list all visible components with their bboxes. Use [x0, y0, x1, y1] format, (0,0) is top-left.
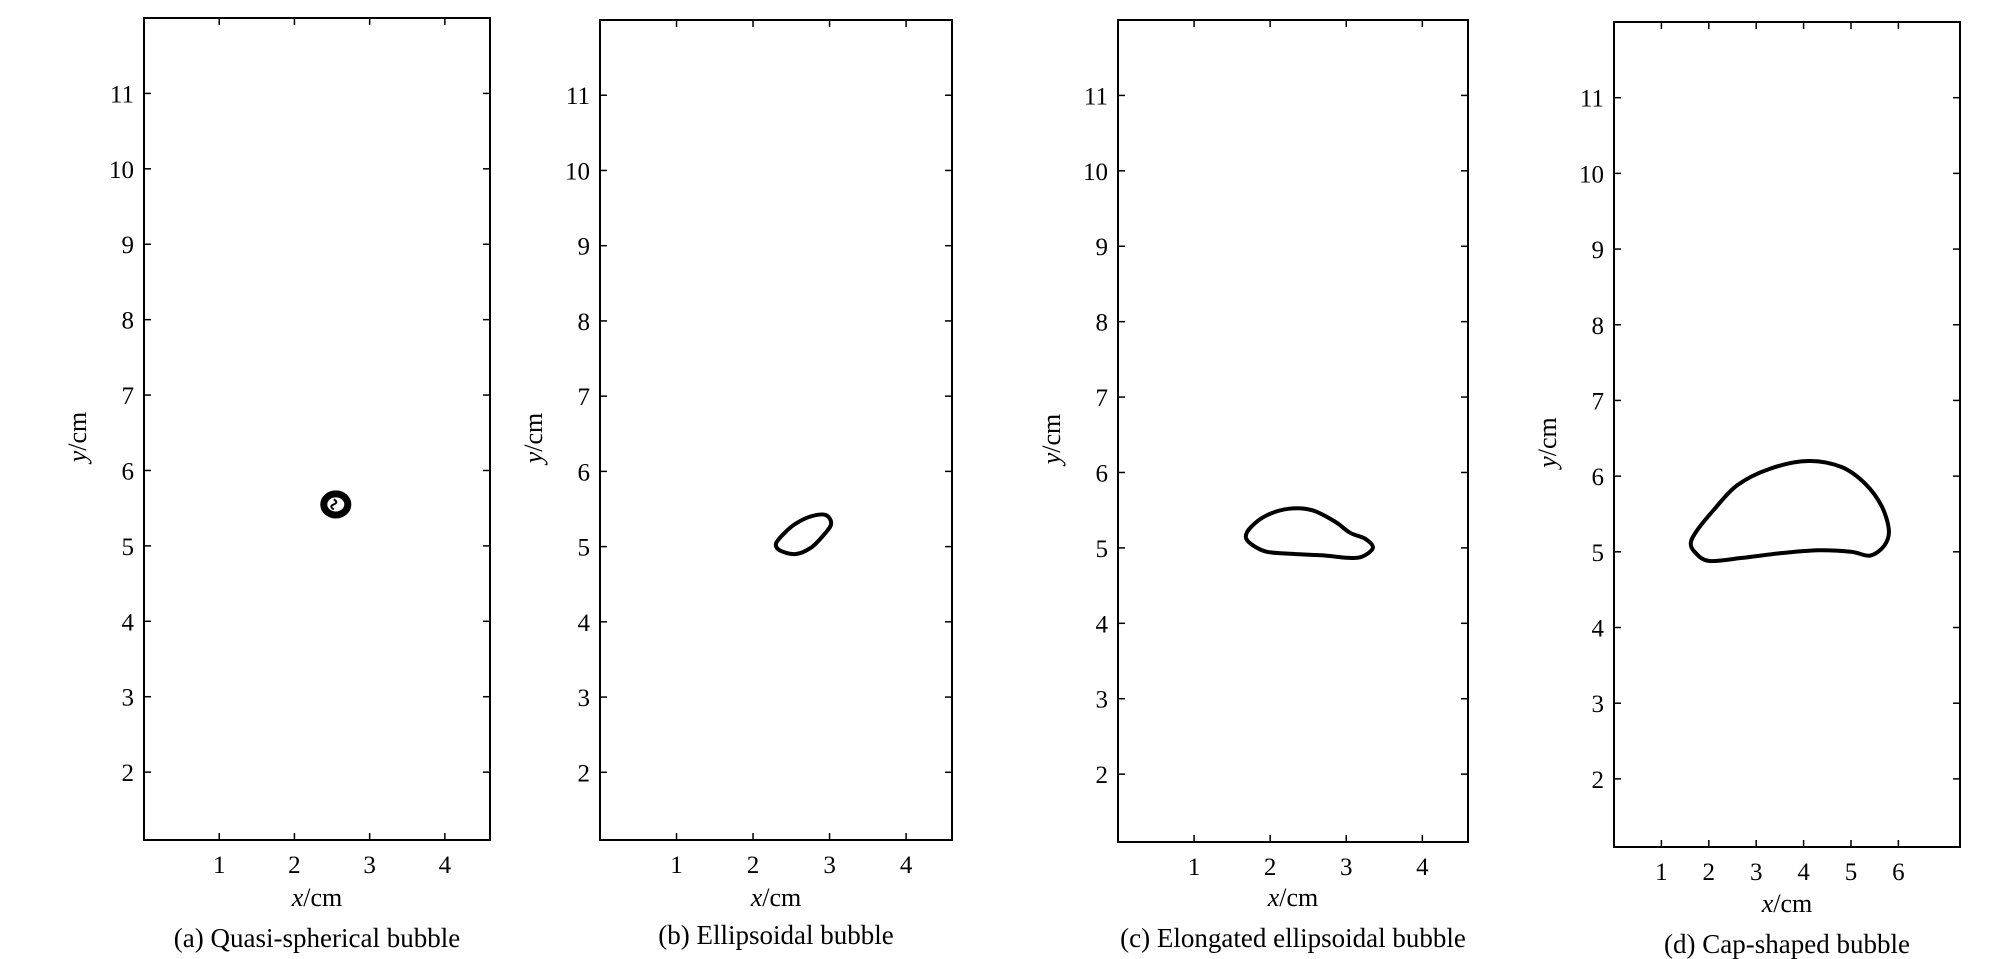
x-tick-label: 6: [1892, 859, 1905, 886]
y-tick-label: 3: [1096, 687, 1109, 714]
y-tick-label: 8: [1592, 313, 1605, 340]
y-axis-label: y/cm: [1037, 414, 1066, 468]
x-tick-label: 3: [823, 852, 836, 879]
x-tick-label: 1: [1188, 854, 1201, 881]
y-tick-label: 6: [1592, 464, 1605, 491]
panel-caption: (c) Elongated ellipsoidal bubble: [1120, 923, 1466, 953]
panel-caption: (b) Ellipsoidal bubble: [658, 920, 893, 950]
y-tick-label: 8: [1096, 310, 1109, 337]
x-tick-label: 1: [213, 852, 226, 879]
x-tick-label: 2: [1264, 854, 1277, 881]
y-tick-label: 6: [1096, 460, 1109, 487]
y-tick-label: 9: [1592, 237, 1605, 264]
y-tick-label: 3: [578, 685, 591, 712]
bubble-outline: [320, 490, 352, 519]
bubble-outline: [1243, 506, 1375, 561]
y-tick-label: 3: [122, 685, 135, 712]
y-tick-label: 10: [565, 158, 590, 185]
y-tick-label: 4: [1096, 611, 1109, 638]
x-tick-label: 2: [1703, 859, 1716, 886]
y-axis-label: y/cm: [63, 412, 92, 466]
bubble-outline: [773, 512, 834, 557]
plot-frame: [599, 19, 953, 841]
panel-caption: (a) Quasi-spherical bubble: [174, 923, 460, 953]
plot-frame: [143, 17, 491, 841]
y-tick-label: 6: [578, 459, 591, 486]
y-tick-label: 9: [1096, 234, 1109, 261]
x-tick-label: 3: [1340, 854, 1353, 881]
panel-caption: (d) Cap-shaped bubble: [1664, 929, 1910, 959]
y-tick-label: 5: [1096, 536, 1109, 563]
y-tick-label: 4: [1592, 616, 1605, 643]
bubble-outline: [1688, 458, 1891, 564]
x-tick-label: 2: [747, 852, 760, 879]
y-tick-label: 8: [578, 309, 591, 336]
x-axis-label: x/cm: [1267, 883, 1319, 912]
y-tick-label: 7: [578, 384, 591, 411]
y-tick-label: 11: [1084, 83, 1108, 110]
bubble-highlight: [330, 498, 338, 511]
y-tick-label: 10: [109, 157, 134, 184]
x-tick-label: 4: [1797, 859, 1810, 886]
y-axis-label: y/cm: [519, 413, 548, 467]
y-tick-label: 2: [1592, 767, 1605, 794]
x-tick-label: 4: [900, 852, 913, 879]
y-tick-label: 7: [122, 383, 135, 410]
x-tick-label: 1: [670, 852, 683, 879]
x-axis-label: x/cm: [1761, 889, 1813, 918]
y-tick-label: 2: [1096, 762, 1109, 789]
x-tick-label: 4: [1416, 854, 1429, 881]
y-tick-label: 10: [1083, 159, 1108, 186]
y-tick-label: 9: [578, 234, 591, 261]
y-tick-label: 5: [122, 534, 135, 561]
y-tick-label: 2: [578, 760, 591, 787]
y-tick-label: 11: [1580, 86, 1604, 113]
y-tick-label: 4: [122, 609, 135, 636]
y-tick-label: 4: [578, 610, 591, 637]
y-tick-label: 2: [122, 760, 135, 787]
y-tick-label: 10: [1579, 161, 1604, 188]
x-tick-label: 5: [1845, 859, 1858, 886]
x-tick-label: 4: [439, 852, 452, 879]
y-tick-label: 11: [566, 83, 590, 110]
plot-frame: [1117, 19, 1469, 843]
x-tick-label: 2: [288, 852, 301, 879]
y-axis-label: y/cm: [1533, 417, 1562, 471]
x-tick-label: 1: [1655, 859, 1668, 886]
x-axis-label: x/cm: [750, 883, 802, 912]
y-tick-label: 3: [1592, 691, 1605, 718]
y-tick-label: 7: [1096, 385, 1109, 412]
x-tick-label: 3: [363, 852, 376, 879]
y-tick-label: 9: [122, 232, 135, 259]
plot-frame: [1613, 21, 1961, 848]
y-tick-label: 11: [110, 81, 134, 108]
y-tick-label: 8: [122, 308, 135, 335]
y-tick-label: 7: [1592, 388, 1605, 415]
y-tick-label: 5: [1592, 540, 1605, 567]
x-axis-label: x/cm: [291, 883, 343, 912]
x-tick-label: 3: [1750, 859, 1763, 886]
y-tick-label: 6: [122, 458, 135, 485]
y-tick-label: 5: [578, 535, 591, 562]
